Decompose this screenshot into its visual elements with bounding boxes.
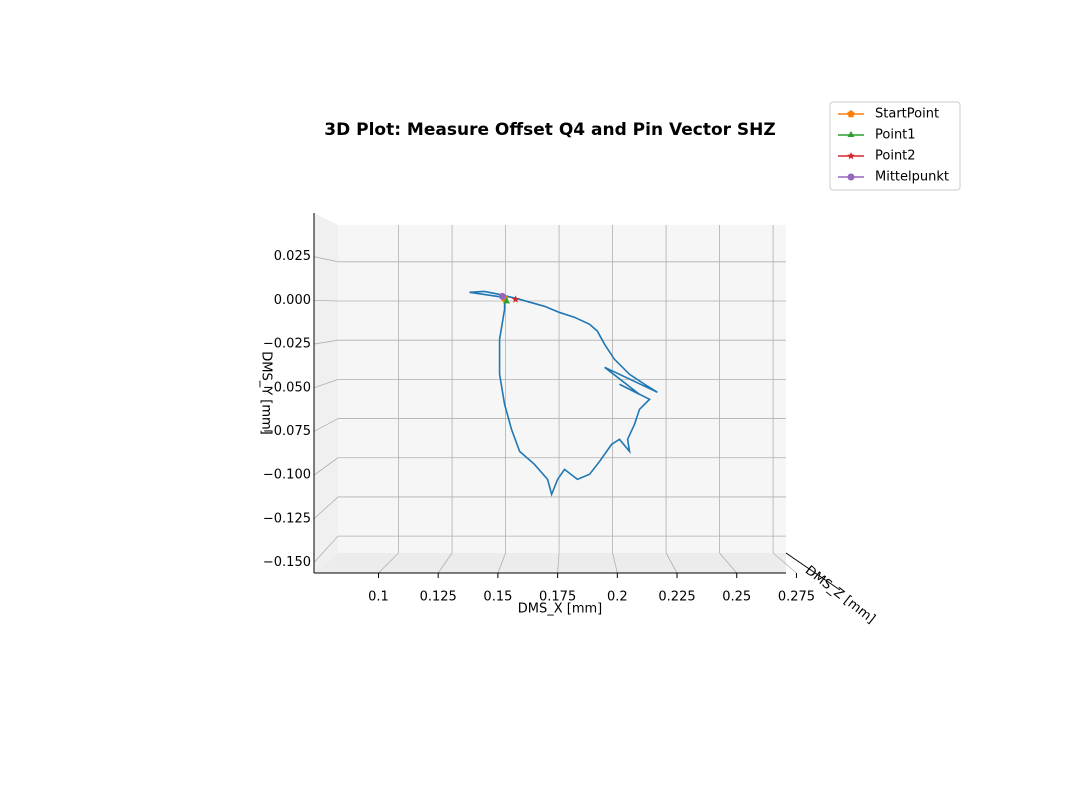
side-grid-line	[313, 418, 339, 432]
floor-grid-line	[497, 552, 506, 574]
side-pane	[314, 213, 338, 573]
plot	[469, 290, 658, 497]
side-grid-line	[313, 457, 339, 476]
x-tick-label: 0.15	[483, 590, 512, 605]
floor-grid-line	[557, 552, 560, 574]
marker	[503, 297, 510, 304]
floor-grid-line	[378, 552, 399, 574]
floor-grid-line	[437, 552, 453, 574]
marker	[847, 131, 855, 137]
legend-label: StartPoint	[875, 107, 939, 122]
legend-label: Point1	[875, 128, 916, 143]
floor-grid-line	[772, 552, 797, 574]
marker	[847, 110, 855, 118]
marker	[498, 292, 506, 300]
legend-label: Point2	[875, 149, 916, 164]
marker	[511, 295, 520, 303]
x-tick-label: 0.175	[539, 590, 576, 605]
x-tick-label: 0.275	[778, 590, 815, 605]
side-grid-line	[313, 496, 339, 520]
y-tick-label: −0.025	[263, 337, 311, 352]
y-tick-label: 0.000	[274, 293, 311, 308]
y-tick-label: −0.050	[263, 380, 311, 395]
x-tick-label: 0.225	[658, 590, 695, 605]
floor-pane	[314, 553, 786, 573]
side-grid-line	[313, 339, 339, 345]
y-tick-label: 0.025	[274, 249, 311, 264]
x-axis-label: DMS_X [mm]	[518, 602, 603, 617]
back-pane	[338, 225, 786, 553]
legend	[829, 101, 961, 191]
z-axis-line	[785, 552, 841, 591]
floor-grid-line	[665, 552, 678, 574]
chart-title: 3D Plot: Measure Offset Q4 and Pin Vecto…	[324, 120, 775, 140]
y-tick-label: −0.125	[263, 511, 311, 526]
grid	[313, 225, 797, 574]
side-grid-line	[313, 378, 339, 389]
y-tick-label: −0.150	[263, 555, 311, 570]
x-tick-label: 0.25	[722, 590, 751, 605]
y-tick-label: −0.100	[263, 468, 311, 483]
side-grid-line	[313, 535, 339, 563]
side-grid-line	[313, 256, 339, 263]
marker	[847, 152, 855, 160]
legend-label: Mittelpunkt	[875, 170, 949, 185]
data-line	[469, 290, 658, 497]
side-grid-line	[313, 299, 339, 302]
legend-items: StartPoint Point1 Point2 Mittelpunkt	[838, 107, 949, 185]
floor-grid-line	[719, 552, 738, 574]
x-tick-label: 0.125	[420, 590, 457, 605]
floor-grid-line	[612, 552, 618, 574]
marker	[847, 173, 855, 181]
x-tick-label: 0.2	[607, 590, 628, 605]
y-axis-label: DMS_Y [mm]	[259, 351, 274, 435]
x-tick-label: 0.1	[368, 590, 389, 605]
y-tick-label: −0.075	[263, 424, 311, 439]
